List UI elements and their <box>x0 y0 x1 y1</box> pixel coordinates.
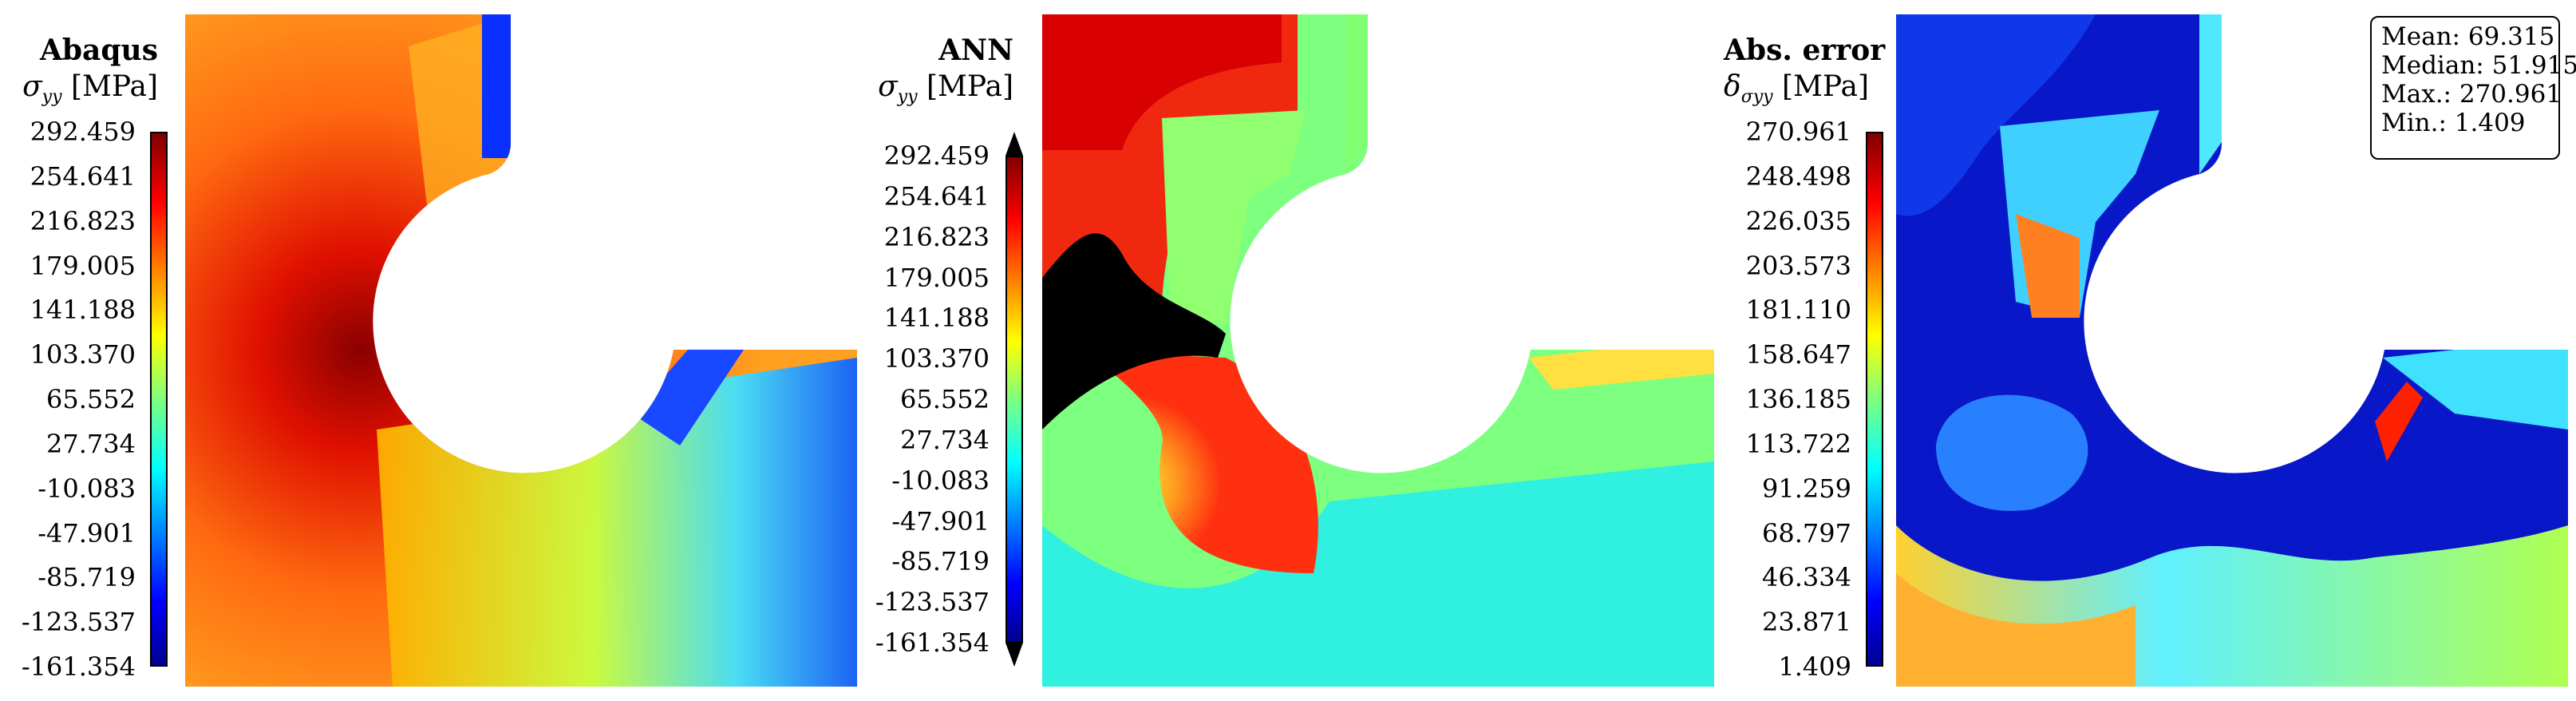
tick-label: 65.552 <box>46 384 136 414</box>
stress-field-abaqus <box>185 14 857 687</box>
panel-abaqus: Abaqus σyy [MPa] 292.459 254.641 216.823… <box>0 0 862 701</box>
title-label: Abaqus <box>39 34 158 67</box>
colorbar-ticks: 292.459 254.641 216.823 179.005 141.188 … <box>870 143 990 655</box>
tick-label: 91.259 <box>1762 473 1851 504</box>
tick-label: 141.188 <box>30 295 136 326</box>
tick-label: 23.871 <box>1762 607 1851 638</box>
tick-label: 1.409 <box>1778 651 1851 682</box>
tick-label: 181.110 <box>1745 295 1851 326</box>
title-label: Abs. error <box>1724 34 1886 67</box>
stat-median: Median: 51.915 <box>2381 51 2576 80</box>
tick-label: -85.719 <box>38 562 136 593</box>
tick-label: 136.185 <box>1745 384 1851 414</box>
tick-label: -161.354 <box>875 628 990 658</box>
tick-label: 113.722 <box>1745 428 1851 459</box>
tick-label: 65.552 <box>900 384 990 414</box>
quantity-label: σyy [MPa] <box>878 70 1013 108</box>
tick-label: 158.647 <box>1745 339 1851 370</box>
tick-label: 179.005 <box>883 262 990 293</box>
tick-label: 270.961 <box>1745 117 1851 147</box>
stat-max: Max.: 270.961 <box>2381 80 2562 109</box>
colorbar <box>150 132 168 667</box>
panel-title: ANN σyy [MPa] <box>862 32 1013 116</box>
tick-label: -161.354 <box>21 651 136 682</box>
tick-label: 27.734 <box>46 428 136 459</box>
panel-abs-error: Abs. error δσyy [MPa] 270.961 248.498 22… <box>1724 0 2576 701</box>
tick-label: -123.537 <box>21 607 136 638</box>
colorbar-ticks: 270.961 248.498 226.035 203.573 181.110 … <box>1732 119 1851 679</box>
tick-label: 248.498 <box>1745 160 1851 192</box>
tick-label: 292.459 <box>883 141 990 171</box>
tick-label: 46.334 <box>1762 562 1851 593</box>
panel-ann: ANN σyy [MPa] 292.459 254.641 216.823 17… <box>862 0 1724 701</box>
stress-field-ann <box>1042 14 1714 687</box>
stat-mean: Mean: 69.315 <box>2381 22 2555 51</box>
title-label: ANN <box>938 34 1013 67</box>
colorbar <box>1866 132 1883 667</box>
tick-label: 103.370 <box>883 343 990 374</box>
colorbar-ticks: 292.459 254.641 216.823 179.005 141.188 … <box>16 119 136 679</box>
tick-label: 179.005 <box>30 250 136 281</box>
tick-label: 27.734 <box>900 424 990 455</box>
tick-label: 68.797 <box>1762 517 1851 549</box>
tick-label: -47.901 <box>891 505 990 537</box>
colorbar <box>1006 156 1023 643</box>
stat-min: Min.: 1.409 <box>2381 109 2526 137</box>
tick-label: -47.901 <box>38 517 136 549</box>
tick-label: 226.035 <box>1745 205 1851 236</box>
tick-label: 254.641 <box>30 160 136 192</box>
tick-label: 254.641 <box>883 180 990 212</box>
stats-box: Mean: 69.315 Median: 51.915 Max.: 270.96… <box>2370 16 2576 160</box>
tick-label: 216.823 <box>883 221 990 252</box>
tick-label: 203.573 <box>1745 250 1851 281</box>
panel-title: Abaqus σyy [MPa] <box>0 32 158 116</box>
tick-label: 292.459 <box>30 117 136 147</box>
tick-label: 216.823 <box>30 205 136 236</box>
panel-title: Abs. error δσyy [MPa] <box>1724 32 1886 116</box>
quantity-label: σyy [MPa] <box>22 70 158 108</box>
error-field <box>1896 14 2568 687</box>
tick-label: 141.188 <box>883 303 990 334</box>
colorbar-under-arrow <box>1006 643 1023 667</box>
tick-label: -85.719 <box>891 546 990 577</box>
tick-label: -123.537 <box>875 587 990 618</box>
colorbar-over-arrow <box>1006 132 1023 156</box>
quantity-label: δσyy [MPa] <box>1724 70 1870 108</box>
tick-label: 103.370 <box>30 339 136 370</box>
tick-label: -10.083 <box>891 465 990 496</box>
tick-label: -10.083 <box>38 473 136 504</box>
